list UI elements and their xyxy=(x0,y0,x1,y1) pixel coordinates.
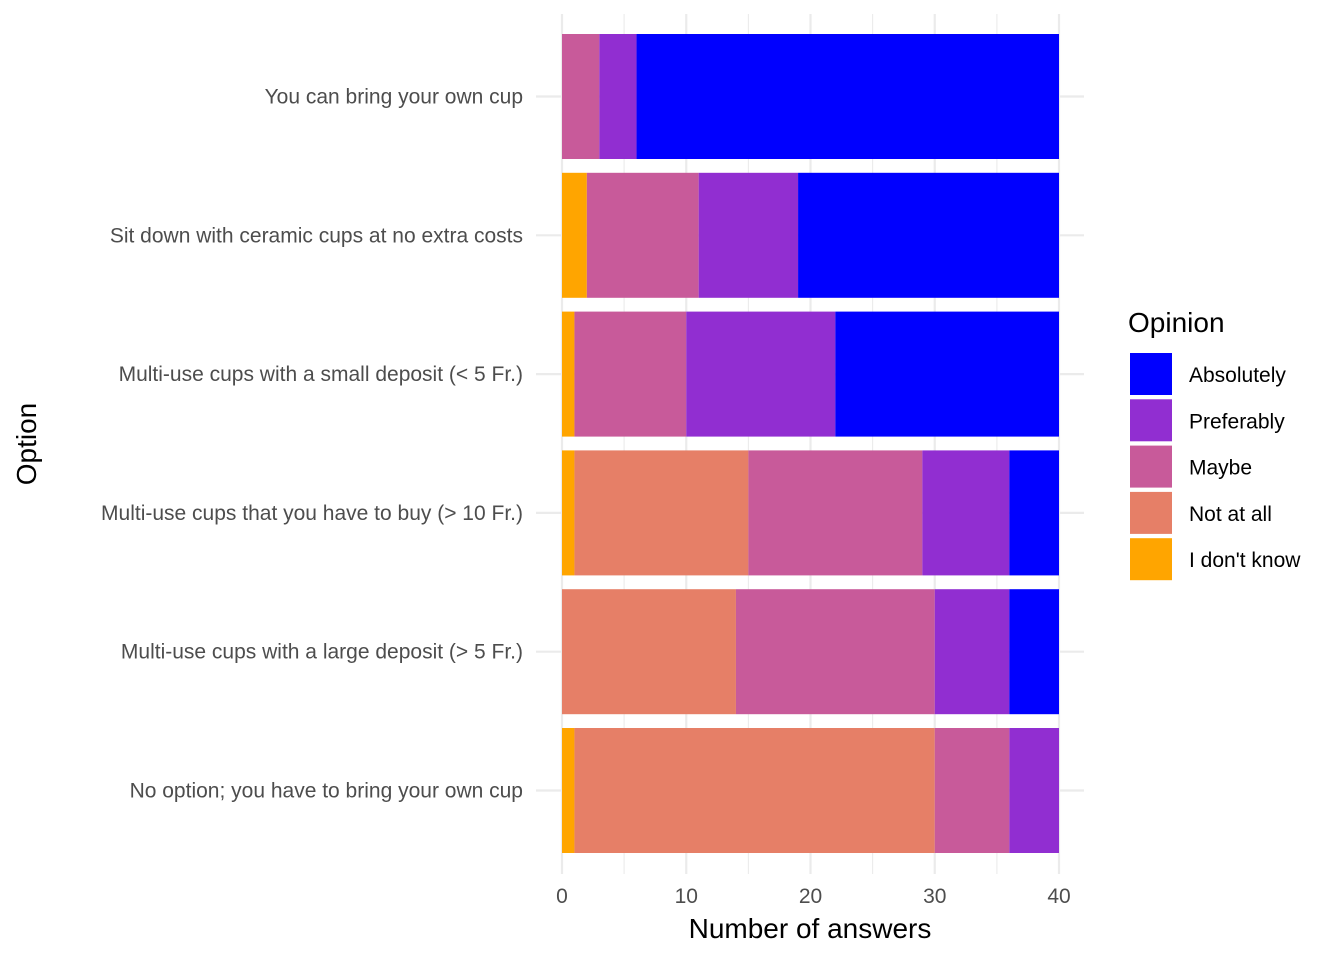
bar-segment-absolutely xyxy=(1009,589,1059,715)
bar-segment-i-don-t-know xyxy=(562,311,575,437)
y-tick-label: Multi-use cups with a small deposit (< 5… xyxy=(119,363,523,386)
x-tick-label: 10 xyxy=(675,885,698,908)
legend-title: Opinion xyxy=(1128,307,1225,338)
bar-segment-preferably xyxy=(686,311,836,437)
legend-swatch xyxy=(1130,538,1172,581)
y-tick-label: Multi-use cups with a large deposit (> 5… xyxy=(121,641,523,664)
bar-segment-preferably xyxy=(922,450,1010,576)
bar-segment-not-at-all xyxy=(574,450,749,576)
x-tick-label: 0 xyxy=(556,885,568,908)
legend-label: Not at all xyxy=(1189,503,1272,526)
legend-swatch xyxy=(1130,445,1172,488)
y-tick-label: Sit down with ceramic cups at no extra c… xyxy=(110,224,523,247)
legend-swatch xyxy=(1130,491,1172,534)
bar-segment-preferably xyxy=(599,34,637,159)
legend-swatch xyxy=(1130,353,1172,395)
legend-label: I don't know xyxy=(1189,549,1301,572)
bar-segment-i-don-t-know xyxy=(562,172,587,298)
bar-segment-maybe xyxy=(574,311,687,437)
x-axis-title: Number of answers xyxy=(689,913,932,944)
bar-segment-maybe xyxy=(748,450,923,576)
bar-segment-i-don-t-know xyxy=(562,450,575,576)
y-tick-label: You can bring your own cup xyxy=(265,86,523,109)
bar-segment-absolutely xyxy=(835,311,1059,437)
legend-label: Preferably xyxy=(1189,410,1285,433)
bar-segment-preferably xyxy=(934,589,1010,715)
x-tick-label: 40 xyxy=(1047,885,1070,908)
bar-segment-absolutely xyxy=(1009,450,1059,576)
bar-segment-not-at-all xyxy=(574,728,935,853)
bar-segment-maybe xyxy=(735,589,935,715)
legend-items: Absolutely Preferably Maybe Not at all I don… xyxy=(1130,353,1301,581)
legend: Opinion Absolutely Preferably Maybe Not at … xyxy=(1128,307,1301,581)
bars-layer xyxy=(562,34,1059,853)
bar-segment-absolutely xyxy=(636,34,1059,159)
y-tick-labels: You can bring your own cup Sit down with … xyxy=(101,86,523,803)
bar-segment-preferably xyxy=(1009,728,1059,853)
legend-swatch xyxy=(1130,399,1172,442)
bar-segment-i-don-t-know xyxy=(562,728,575,853)
bar-segment-maybe xyxy=(934,728,1010,853)
bar-segment-maybe xyxy=(586,172,699,298)
y-axis-title: Option xyxy=(11,403,42,486)
x-tick-label: 20 xyxy=(799,885,822,908)
y-tick-label: Multi-use cups that you have to buy (> 1… xyxy=(101,502,523,525)
legend-label: Maybe xyxy=(1189,457,1252,480)
x-tick-label: 30 xyxy=(923,885,946,908)
x-tick-labels: 0 10 20 30 40 xyxy=(556,885,1071,908)
bar-segment-preferably xyxy=(698,172,799,298)
bar-segment-absolutely xyxy=(798,172,1059,298)
legend-label: Absolutely xyxy=(1189,364,1286,387)
bar-segment-not-at-all xyxy=(562,589,736,715)
bar-segment-maybe xyxy=(562,34,600,159)
y-tick-label: No option; you have to bring your own cu… xyxy=(130,780,523,803)
